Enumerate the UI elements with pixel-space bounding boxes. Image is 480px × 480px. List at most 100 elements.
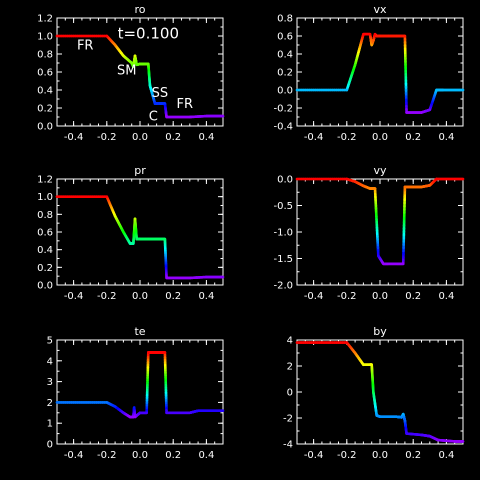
data-point — [375, 34, 378, 38]
data-point — [132, 406, 136, 409]
y-tick-label: 0.0 — [37, 122, 53, 133]
data-point — [373, 33, 377, 36]
data-point — [402, 262, 405, 265]
data-point — [372, 390, 375, 394]
panel-pr: pr -0.4 -0.2 0.0 0.2 0.4 0.0 0.2 0.4 0.6 0.8 1.0 1.2 — [37, 164, 225, 302]
data-point — [403, 34, 407, 38]
data-point — [196, 409, 200, 412]
data-point — [221, 409, 225, 412]
x-tick-label: 0.0 — [372, 291, 388, 302]
x-tick-label: -0.2 — [97, 291, 117, 302]
data-point — [138, 237, 142, 241]
x-tick-label: -0.4 — [304, 132, 324, 143]
panel-title: by — [373, 325, 387, 338]
data-point — [368, 363, 372, 366]
data-point — [135, 237, 138, 241]
panel-by: by -0.4 -0.2 0.0 0.2 0.4 -4 -2 0 2 4 — [283, 325, 465, 461]
data-point — [133, 217, 137, 220]
y-tick-label: 4 — [47, 356, 53, 367]
data-point — [113, 405, 117, 408]
y-tick-label: 1.0 — [37, 32, 53, 43]
series-line — [295, 32, 465, 114]
y-tick-label: -0.2 — [273, 104, 293, 115]
data-point — [295, 177, 299, 181]
region-annotation: FR — [177, 97, 194, 112]
series-line — [295, 177, 465, 266]
data-point — [130, 61, 133, 65]
data-point — [113, 43, 117, 47]
y-tick-label: 4 — [287, 336, 293, 347]
data-point — [377, 254, 380, 258]
data-point — [148, 84, 152, 87]
data-point — [163, 237, 167, 241]
data-point — [147, 62, 150, 66]
plot-frame — [56, 178, 224, 286]
data-point — [128, 415, 132, 419]
region-annotation: C — [149, 110, 158, 125]
region-annotation: FR — [77, 39, 94, 54]
plot-frame — [296, 178, 464, 286]
y-tick-label: 0 — [47, 440, 53, 451]
data-point — [158, 102, 162, 105]
data-point — [403, 185, 407, 189]
series-line — [55, 351, 225, 419]
data-point — [362, 33, 365, 36]
data-point — [155, 351, 158, 354]
panel-vy: vy -0.4 -0.2 0.0 0.2 0.4 -2.0 -1.5 -1.0 -0.5 0.0 — [273, 164, 465, 302]
data-point — [453, 440, 456, 443]
data-point — [163, 351, 167, 354]
y-tick-label: 2 — [47, 398, 53, 409]
x-tick-label: 0.4 — [198, 450, 214, 461]
data-point — [188, 115, 191, 119]
data-point — [435, 177, 438, 181]
data-point — [428, 184, 431, 187]
time-annotation: t=0.100 — [118, 25, 179, 43]
data-point — [55, 195, 59, 198]
data-point — [147, 237, 150, 241]
data-point — [387, 34, 390, 38]
data-point — [378, 415, 382, 418]
x-tick-label: -0.4 — [304, 291, 324, 302]
y-tick-label: 0.0 — [277, 175, 293, 186]
data-point — [372, 39, 375, 42]
x-tick-label: -0.4 — [304, 450, 324, 461]
y-tick-label: 0.0 — [277, 86, 293, 97]
y-tick-label: 0.6 — [277, 32, 293, 43]
series-line — [295, 341, 465, 443]
data-point — [420, 185, 423, 189]
x-tick-label: 0.4 — [198, 291, 214, 302]
y-tick-label: -0.5 — [273, 201, 293, 212]
y-tick-label: 0.8 — [37, 210, 53, 221]
x-tick-label: -0.2 — [337, 450, 357, 461]
x-tick-label: -0.2 — [337, 132, 357, 143]
data-point — [105, 195, 109, 198]
x-tick-label: 0.2 — [405, 132, 421, 143]
x-tick-label: 0.2 — [405, 291, 421, 302]
x-tick-label: 0.0 — [132, 132, 148, 143]
data-point — [461, 177, 465, 181]
data-point — [345, 88, 348, 92]
y-tick-label: -2.0 — [273, 281, 293, 292]
data-point — [441, 88, 445, 92]
data-point — [148, 351, 152, 354]
panel-title: vy — [373, 164, 387, 177]
data-point — [295, 341, 299, 344]
data-point — [402, 412, 405, 416]
data-point — [362, 184, 365, 188]
y-tick-label: -1.5 — [273, 254, 293, 265]
data-point — [135, 63, 138, 66]
data-point — [461, 440, 465, 443]
y-tick-label: 0.8 — [277, 14, 293, 25]
y-tick-label: 0.4 — [37, 86, 53, 97]
panel-vx: vx -0.4 -0.2 0.0 0.2 0.4 -0.4 -0.2 0.0 0.2 0.4 0.6 0… — [273, 3, 465, 143]
x-tick-label: 0.4 — [438, 291, 454, 302]
data-point — [372, 187, 375, 190]
x-tick-label: 0.2 — [165, 291, 181, 302]
y-tick-label: -1.0 — [273, 228, 293, 239]
data-point — [362, 363, 365, 366]
x-tick-label: -0.2 — [97, 450, 117, 461]
data-point — [461, 88, 465, 92]
data-point — [138, 411, 142, 414]
